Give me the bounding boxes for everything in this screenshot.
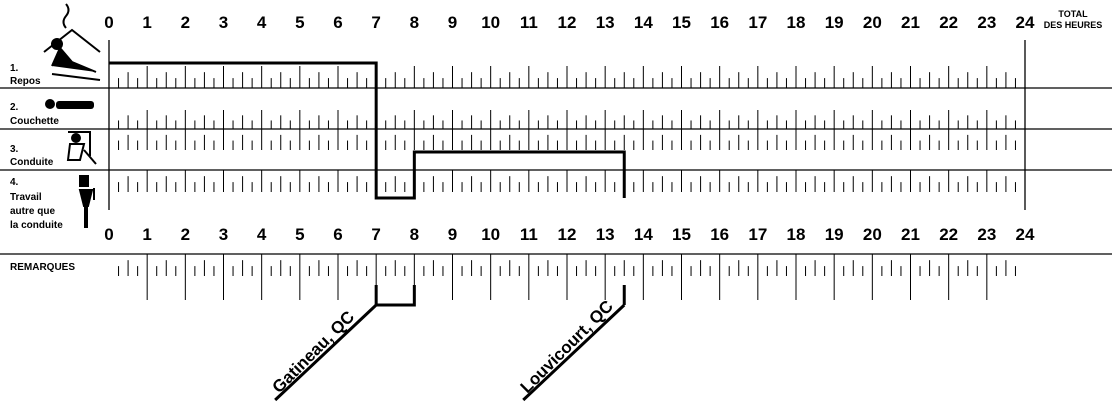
hour-label: 11: [520, 225, 538, 244]
hour-label: 17: [748, 13, 767, 32]
hour-label: 24: [1016, 225, 1035, 244]
hour-label: 5: [295, 225, 304, 244]
hour-label: 21: [901, 225, 920, 244]
hour-label: 0: [104, 225, 113, 244]
hour-label: 13: [596, 225, 615, 244]
hour-label: 1: [142, 13, 151, 32]
row-3-label: Conduite: [10, 157, 54, 168]
row-1-label: Repos: [10, 76, 41, 87]
hour-label: 9: [448, 225, 457, 244]
hour-label: 12: [558, 225, 577, 244]
hour-label: 19: [825, 13, 844, 32]
hour-label: 16: [710, 13, 729, 32]
duty-status-graph: [109, 61, 626, 200]
driving-icon: [66, 131, 97, 165]
hour-label: 8: [410, 225, 419, 244]
hour-scale-top: 0 1 2 3 4 5 6 7 8 9 10 11 12 13 14 15 16 17 18 19 20 21 22 23 24: [104, 13, 1035, 32]
hour-label: 4: [257, 13, 267, 32]
hour-label: 11: [520, 13, 538, 32]
hour-label: 14: [634, 13, 653, 32]
hour-label: 22: [939, 13, 958, 32]
on-duty-icon: [78, 175, 95, 228]
remarks-label: REMARQUES: [10, 262, 75, 273]
hour-label: 1: [142, 225, 151, 244]
hour-label: 2: [181, 13, 190, 32]
row-3-number: 3.: [10, 144, 19, 155]
hour-label: 20: [863, 13, 882, 32]
hour-label: 5: [295, 13, 304, 32]
hour-label: 10: [481, 13, 500, 32]
hour-label: 9: [448, 13, 457, 32]
row-1-number: 1.: [10, 63, 19, 74]
hour-label: 6: [333, 13, 342, 32]
hour-label: 3: [219, 225, 228, 244]
hour-label: 10: [481, 225, 500, 244]
hour-label: 19: [825, 225, 844, 244]
row-4-label-line3: la conduite: [10, 220, 63, 231]
hour-label: 13: [596, 13, 615, 32]
hour-label: 4: [257, 225, 267, 244]
row-2-number: 2.: [10, 102, 19, 113]
hour-label: 18: [787, 225, 806, 244]
hour-ticks: [118, 66, 1016, 300]
remark-location: Gatineau, QC: [269, 307, 359, 397]
row-4-label-line2: autre que: [10, 206, 55, 217]
remarks-annotations: Gatineau, QC Louvicourt, QC: [269, 285, 626, 402]
hour-label: 18: [787, 13, 806, 32]
row-2-label: Couchette: [10, 116, 59, 127]
hour-label: 24: [1016, 13, 1035, 32]
duty-status-line: [109, 61, 626, 200]
hour-label: 2: [181, 225, 190, 244]
remark-leader-line: [522, 303, 626, 402]
hour-scale-bottom: 0 1 2 3 4 5 6 7 8 9 10 11 12 13 14 15 16 17 18 19 20 21 22 23 24: [104, 225, 1035, 244]
remark-bracket: [374, 285, 416, 307]
hour-label: 22: [939, 225, 958, 244]
hour-label: 21: [901, 13, 920, 32]
hour-label: 6: [333, 225, 342, 244]
hour-label: 8: [410, 13, 419, 32]
row-4-label-line1: Travail: [10, 192, 42, 203]
hour-label: 16: [710, 225, 729, 244]
hour-label: 7: [371, 13, 380, 32]
hour-label: 23: [977, 225, 996, 244]
row-4-number: 4.: [10, 177, 19, 188]
hour-label: 23: [977, 13, 996, 32]
hour-label: 15: [672, 13, 691, 32]
hour-label: 12: [558, 13, 577, 32]
hour-label: 20: [863, 225, 882, 244]
hour-label: 15: [672, 225, 691, 244]
remark-leader-line: [274, 303, 378, 402]
total-hours-header-line1: TOTAL: [1058, 9, 1088, 19]
row-labels: 1. Repos 2. Couchette 3. Conduite 4. Tra…: [10, 63, 75, 273]
hour-label: 14: [634, 225, 653, 244]
rest-icon: [43, 3, 101, 81]
hour-label: 17: [748, 225, 767, 244]
sleeper-berth-icon: [45, 99, 94, 109]
hour-label: 7: [371, 225, 380, 244]
total-hours-header-line2: DES HEURES: [1044, 20, 1103, 30]
hour-label: 0: [104, 13, 113, 32]
grid-borders: [0, 40, 1112, 255]
hour-label: 3: [219, 13, 228, 32]
remark-location: Louvicourt, QC: [517, 297, 617, 397]
